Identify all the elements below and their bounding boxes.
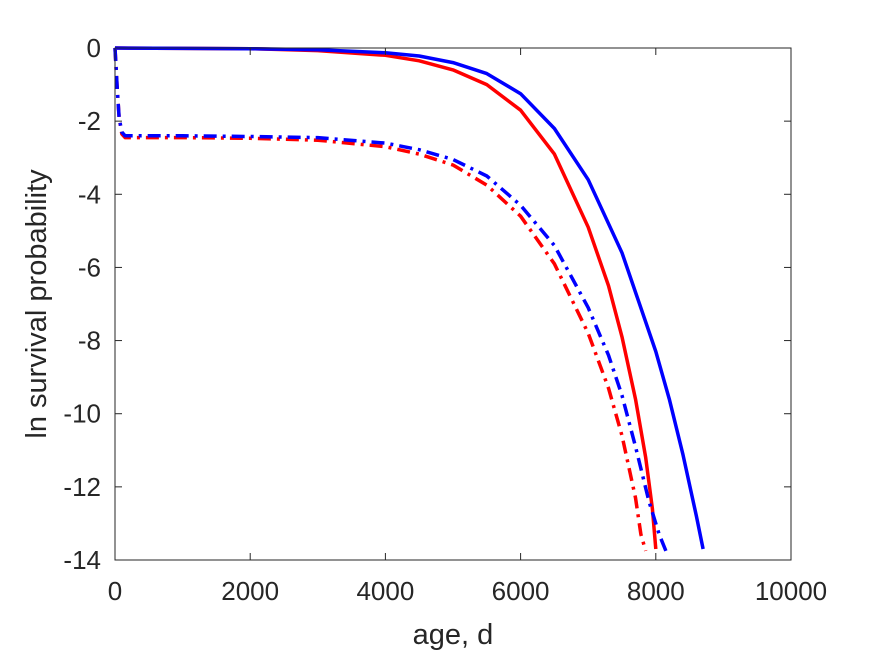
- x-tick-label: 10000: [755, 576, 827, 606]
- x-tick-label: 8000: [627, 576, 685, 606]
- series-layer: [113, 46, 705, 552]
- y-tick-label: -12: [63, 472, 101, 502]
- y-tick-label: -2: [78, 106, 101, 136]
- y-tick-label: -8: [78, 326, 101, 356]
- x-tick-label: 0: [108, 576, 122, 606]
- x-tick-label: 4000: [356, 576, 414, 606]
- y-tick-label: -14: [63, 545, 101, 575]
- x-tick-label: 6000: [492, 576, 550, 606]
- plot-area-border: [114, 47, 792, 561]
- y-axis-label: ln survival probability: [21, 169, 53, 439]
- x-tick-label: 2000: [221, 576, 279, 606]
- y-tick-label: -4: [78, 179, 101, 209]
- series-line-2: [114, 46, 705, 550]
- y-tick-label: -6: [78, 252, 101, 282]
- series-line-4: [113, 47, 668, 552]
- y-tick-label: 0: [87, 33, 101, 63]
- y-tick-label: -10: [63, 399, 101, 429]
- x-axis-label: age, d: [413, 619, 494, 651]
- tick-layer: 0 2000 4000 6000 8000 10000 0 -2 -4 -6 -8 -10 -12 -14: [63, 33, 827, 606]
